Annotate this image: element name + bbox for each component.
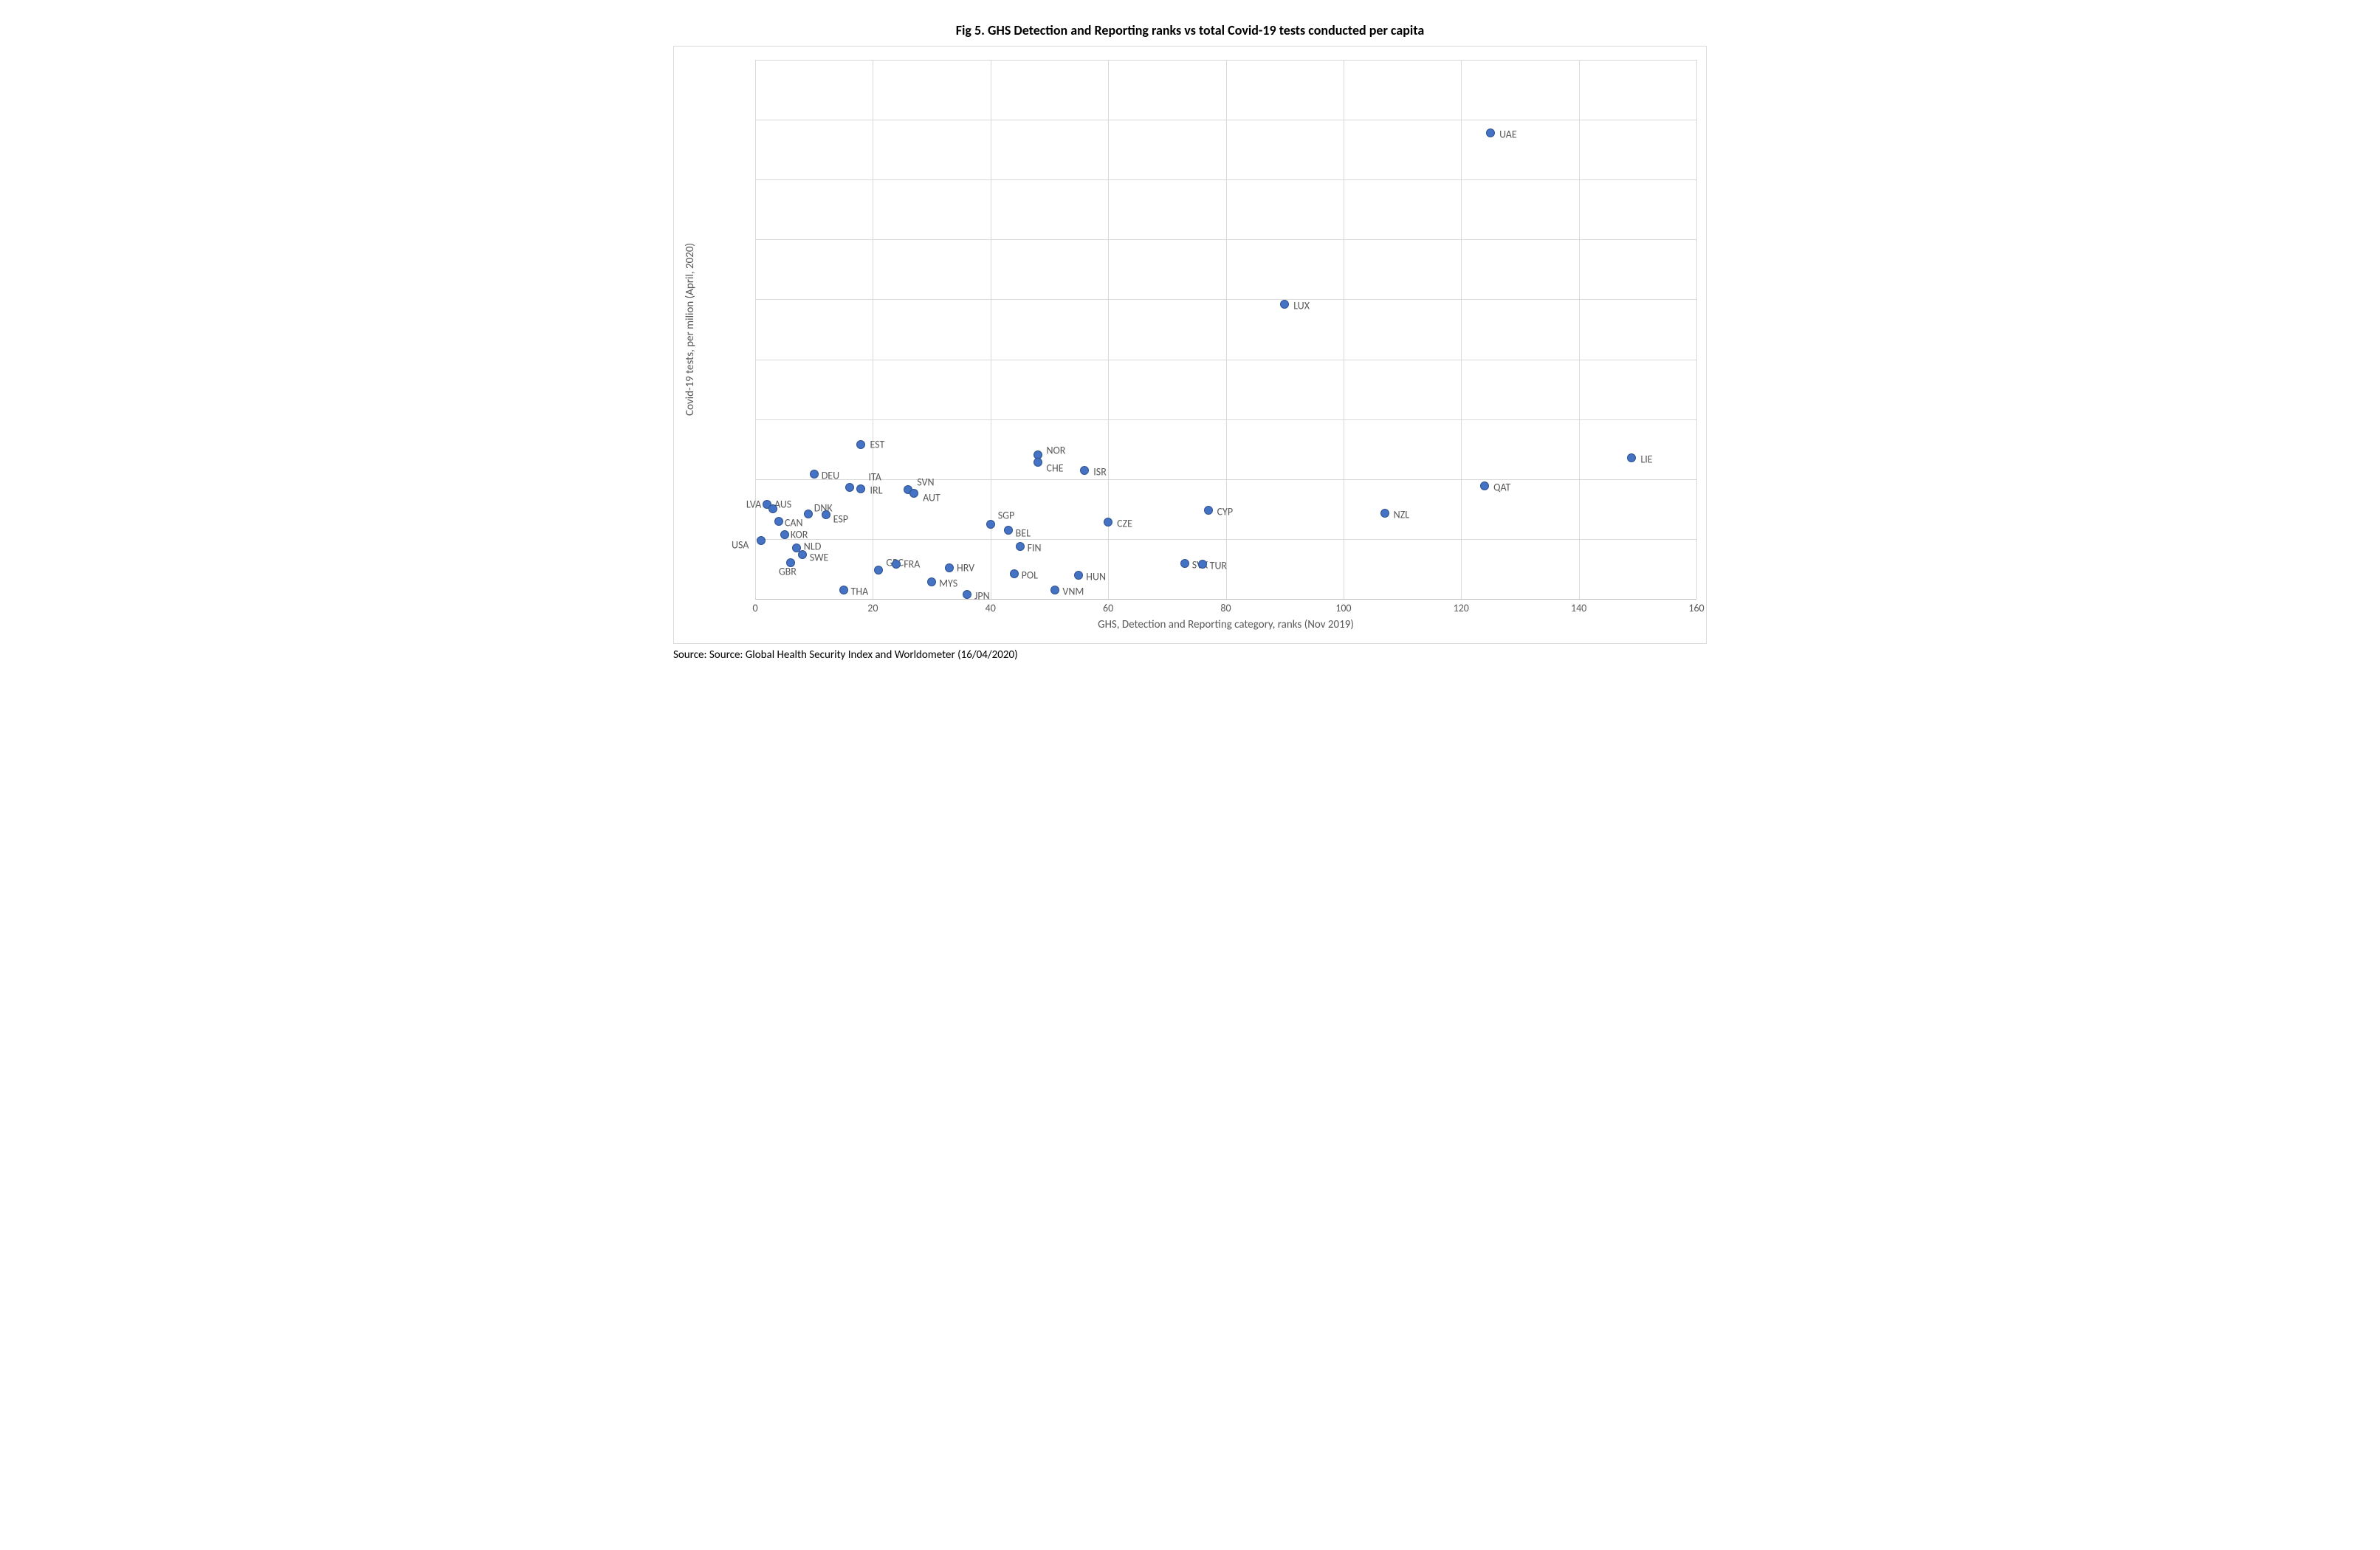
data-label: CYP xyxy=(1217,505,1234,518)
data-point xyxy=(839,586,848,594)
data-label: HUN xyxy=(1086,570,1106,583)
data-point xyxy=(804,510,813,518)
data-label: FRA xyxy=(904,558,920,570)
data-point xyxy=(798,550,807,559)
chart-frame: Covid-19 tests, per milion (April, 2020)… xyxy=(673,46,1707,644)
chart-page: Fig 5. GHS Detection and Reporting ranks… xyxy=(644,0,1736,676)
data-point xyxy=(810,470,819,479)
data-label: FIN xyxy=(1028,541,1042,554)
data-label: USA xyxy=(732,538,749,551)
data-point xyxy=(1627,453,1636,462)
data-point xyxy=(945,563,954,572)
x-tick-label: 120 xyxy=(1454,602,1469,614)
data-label: AUT xyxy=(923,492,940,504)
data-label: SWE xyxy=(810,551,829,563)
y-tick-labels: 010,00020,00030,00040,00050,00060,00070,… xyxy=(674,47,755,645)
x-tick-label: 40 xyxy=(986,602,996,614)
data-label: ESP xyxy=(833,513,848,526)
data-point xyxy=(1180,559,1189,568)
gridline-vertical xyxy=(755,60,756,599)
x-axis-title: GHS, Detection and Reporting category, r… xyxy=(1098,618,1354,631)
plot-area: USAAUSLVACANKORGBRNLDSWEDNKDEUESPTHAITAI… xyxy=(755,60,1696,599)
x-tick-label: 80 xyxy=(1220,602,1231,614)
data-point xyxy=(1380,509,1389,518)
data-label: BEL xyxy=(1016,527,1031,539)
data-point xyxy=(1033,458,1042,467)
data-point xyxy=(845,483,854,492)
data-label: EST xyxy=(870,438,884,450)
data-label: IRL xyxy=(870,484,882,496)
data-label: LUX xyxy=(1293,299,1310,312)
data-label: HRV xyxy=(957,561,974,574)
gridline-vertical xyxy=(1461,60,1462,599)
x-tick-label: 100 xyxy=(1335,602,1351,614)
data-label: SGP xyxy=(998,509,1015,521)
data-label: MYS xyxy=(939,577,957,590)
data-point xyxy=(927,577,936,586)
data-label: ITA xyxy=(869,471,881,484)
data-label: QAT xyxy=(1493,481,1510,493)
data-label: GBR xyxy=(779,566,797,578)
data-point xyxy=(1198,560,1207,569)
data-point xyxy=(1204,506,1213,515)
chart-title: Fig 5. GHS Detection and Reporting ranks… xyxy=(673,22,1707,38)
x-tick-label: 140 xyxy=(1571,602,1586,614)
data-label: DEU xyxy=(822,470,839,482)
data-point xyxy=(822,510,830,519)
data-label: CHE xyxy=(1047,462,1064,475)
data-label: POL xyxy=(1022,569,1038,581)
data-point xyxy=(856,440,865,449)
data-point xyxy=(874,566,883,575)
data-label: CZE xyxy=(1117,518,1132,530)
data-point xyxy=(1280,300,1289,309)
data-label: LIE xyxy=(1640,453,1652,466)
data-point xyxy=(1050,586,1059,594)
data-point xyxy=(856,484,865,493)
x-tick-label: 60 xyxy=(1103,602,1113,614)
x-tick-label: 0 xyxy=(752,602,757,614)
data-point xyxy=(1080,466,1089,475)
data-point xyxy=(1104,518,1112,527)
data-point xyxy=(768,504,777,513)
data-label: SVN xyxy=(917,476,934,488)
data-point xyxy=(986,520,995,529)
data-label: UAE xyxy=(1499,128,1517,140)
data-label: NZL xyxy=(1394,509,1409,521)
data-label: CAN xyxy=(785,516,803,529)
data-point xyxy=(963,590,971,599)
data-label: NOR xyxy=(1047,445,1066,457)
data-point xyxy=(1010,569,1019,578)
data-label: ISR xyxy=(1093,465,1107,478)
data-point xyxy=(1074,571,1083,580)
data-label: LVA xyxy=(746,498,761,511)
data-label: TUR xyxy=(1210,559,1227,572)
data-point xyxy=(1004,526,1013,535)
x-tick-label: 160 xyxy=(1688,602,1704,614)
data-point xyxy=(909,489,918,498)
data-point xyxy=(892,560,901,569)
data-label: VNM xyxy=(1062,585,1084,597)
data-label: THA xyxy=(851,585,869,597)
data-point xyxy=(1016,542,1025,551)
data-point xyxy=(1486,128,1495,137)
gridline-vertical xyxy=(1579,60,1580,599)
gridline-vertical xyxy=(1696,60,1697,599)
data-label: KOR xyxy=(791,529,808,541)
gridline-vertical xyxy=(1226,60,1227,599)
x-tick-label: 20 xyxy=(867,602,878,614)
data-point xyxy=(774,517,783,526)
data-point xyxy=(1480,481,1489,490)
source-note: Source: Source: Global Health Security I… xyxy=(673,648,1707,662)
data-point xyxy=(780,530,789,539)
data-point xyxy=(757,536,766,545)
